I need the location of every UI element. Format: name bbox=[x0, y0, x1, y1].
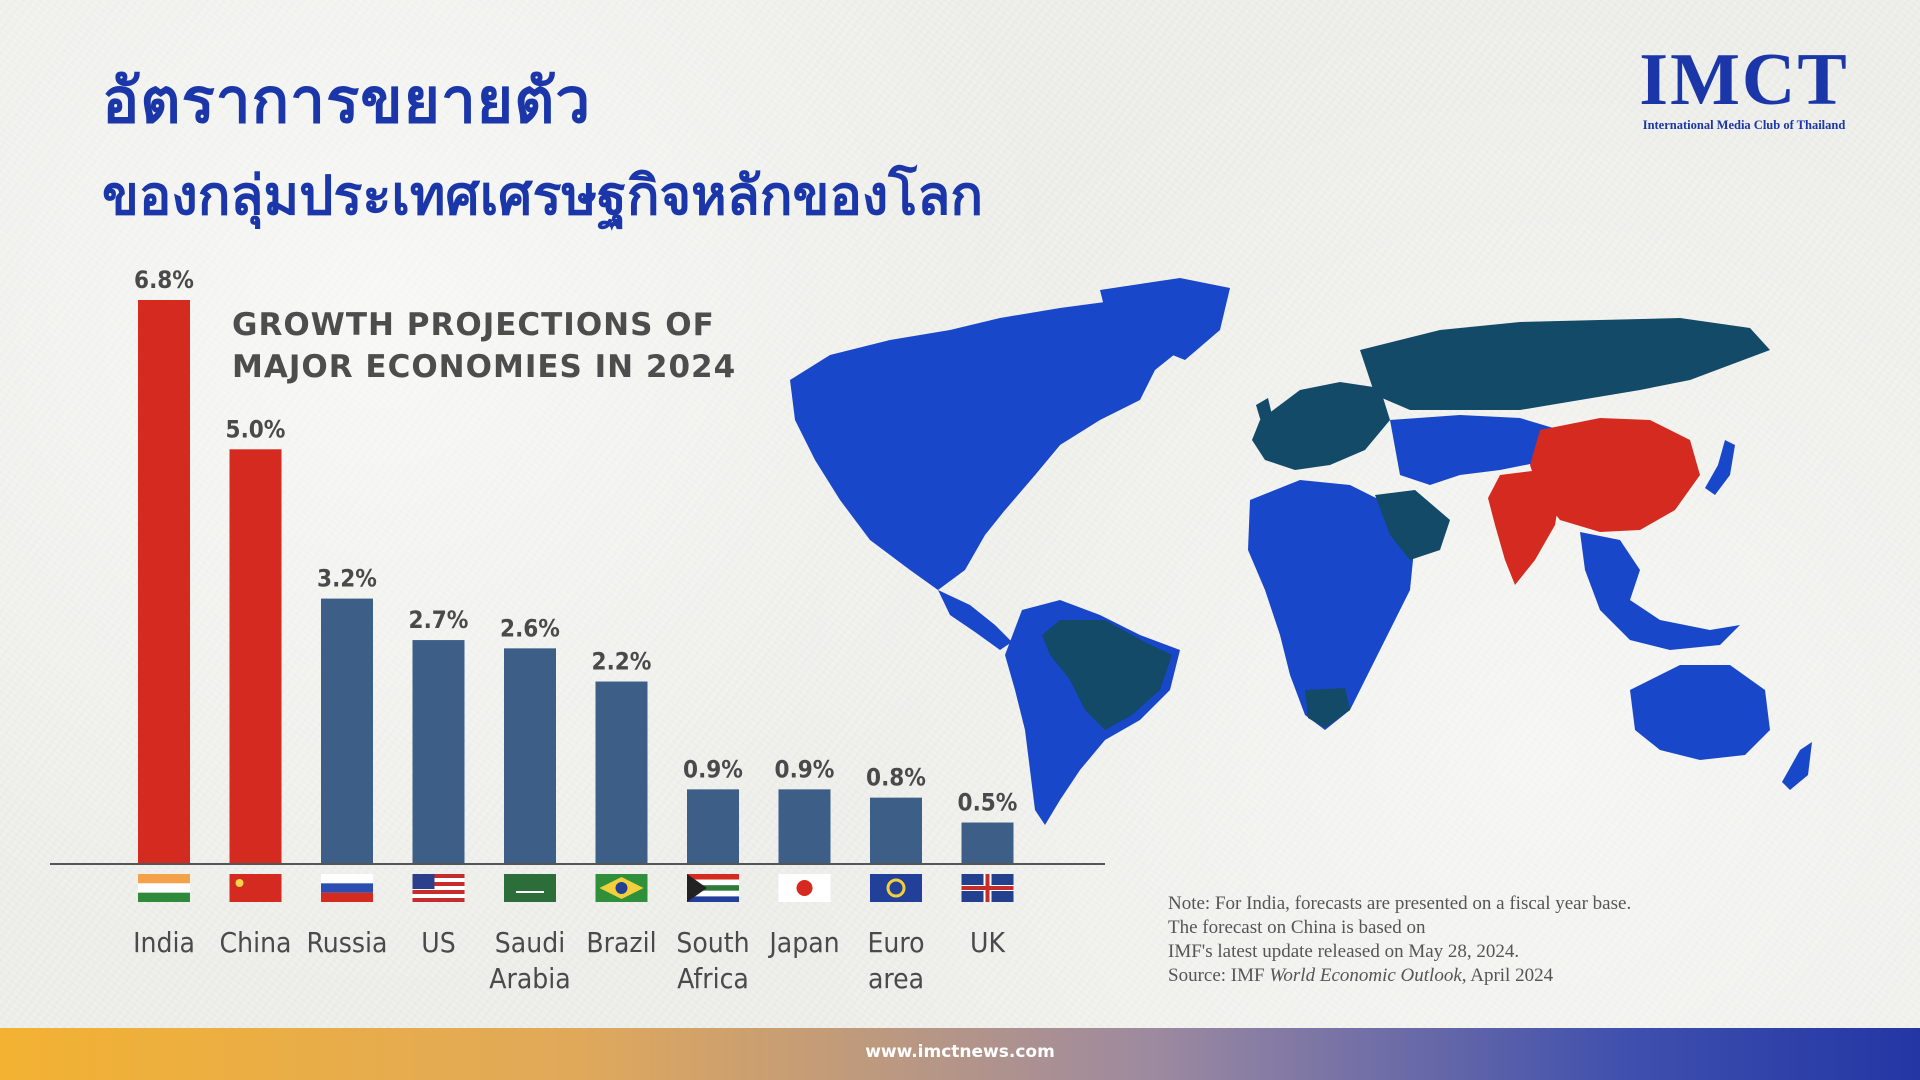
note-line-4: Source: IMF World Economic Outlook, Apri… bbox=[1168, 964, 1631, 988]
map-africa bbox=[1248, 480, 1415, 730]
footer-url[interactable]: www.imctnews.com bbox=[865, 1042, 1055, 1062]
logo-wordmark: IMCT bbox=[1639, 39, 1849, 121]
map-uk bbox=[1256, 398, 1272, 425]
note-line-3: IMF's latest update released on May 28, … bbox=[1168, 941, 1520, 962]
value-label: 3.2% bbox=[317, 565, 377, 593]
map-central-america bbox=[938, 590, 1012, 650]
value-label: 0.9% bbox=[683, 755, 743, 783]
category-label: Africa bbox=[677, 962, 749, 995]
bar-saudi-arabia bbox=[504, 648, 556, 864]
value-label: 0.8% bbox=[866, 764, 926, 792]
map-europe bbox=[1252, 382, 1390, 470]
note-source-suffix: , April 2024 bbox=[1461, 965, 1554, 986]
south-africa-flag-icon bbox=[687, 874, 739, 902]
india-flag-icon bbox=[138, 874, 190, 902]
note-line-2: The forecast on China is based on bbox=[1168, 917, 1426, 938]
category-label: India bbox=[133, 926, 195, 959]
category-label: Euro bbox=[867, 926, 924, 959]
map-new-zealand bbox=[1782, 742, 1812, 790]
russia-flag-icon bbox=[321, 874, 373, 902]
value-label: 6.8% bbox=[134, 266, 194, 294]
world-map bbox=[790, 278, 1812, 825]
map-australia bbox=[1630, 665, 1770, 760]
map-saudi-arabia bbox=[1375, 490, 1450, 560]
bar-south-africa bbox=[687, 789, 739, 864]
imct-logo: IMCT International Media Club of Thailan… bbox=[1624, 40, 1864, 140]
bar-russia bbox=[321, 598, 373, 864]
value-label: 5.0% bbox=[226, 415, 286, 443]
map-japan bbox=[1705, 440, 1735, 495]
map-us bbox=[860, 420, 1060, 525]
map-russia bbox=[1360, 318, 1770, 410]
category-label: Arabia bbox=[489, 962, 570, 995]
map-india bbox=[1488, 470, 1560, 585]
category-label: China bbox=[220, 926, 292, 959]
value-label: 0.5% bbox=[958, 789, 1018, 817]
note-line-1: Note: For India, forecasts are presented… bbox=[1168, 893, 1632, 914]
brazil-flag-icon bbox=[595, 874, 648, 902]
bar-china bbox=[229, 449, 282, 864]
map-central-asia bbox=[1390, 415, 1560, 485]
bar-chart: 6.8% India 5.0% China 3.2% Russia 2.7% US 2.6% Sa… bbox=[50, 266, 1105, 995]
category-label: Russia bbox=[307, 926, 388, 959]
category-label: South bbox=[676, 926, 749, 959]
chart-note: Note: For India, forecasts are presented… bbox=[1168, 892, 1631, 988]
value-label: 2.2% bbox=[592, 648, 652, 676]
category-label: Japan bbox=[767, 926, 839, 959]
logo-subtitle: International Media Club of Thailand bbox=[1642, 118, 1846, 132]
category-label: US bbox=[421, 926, 455, 959]
map-greenland bbox=[1100, 278, 1230, 360]
category-label: UK bbox=[970, 926, 1006, 959]
value-label: 2.7% bbox=[409, 606, 469, 634]
bar-euro-area bbox=[870, 797, 922, 864]
us-flag-icon bbox=[412, 874, 465, 902]
bar-india bbox=[138, 300, 190, 864]
bar-uk bbox=[961, 822, 1014, 864]
chart-title: GROWTH PROJECTIONS OF MAJOR ECONOMIES IN… bbox=[232, 304, 736, 388]
map-southeast-asia bbox=[1580, 532, 1740, 650]
china-flag-icon bbox=[229, 874, 282, 902]
value-label: 0.9% bbox=[775, 755, 835, 783]
bar-japan bbox=[778, 789, 831, 864]
map-brazil bbox=[1042, 620, 1172, 730]
bar-brazil bbox=[595, 681, 648, 864]
chart-title-line-1: GROWTH PROJECTIONS OF bbox=[232, 307, 715, 343]
category-label: Brazil bbox=[586, 926, 656, 959]
map-china bbox=[1530, 418, 1700, 532]
uk-flag-icon bbox=[961, 874, 1014, 902]
note-source-prefix: Source: IMF bbox=[1168, 965, 1270, 986]
page-title: อัตราการขยายตัว bbox=[102, 64, 592, 137]
page-subtitle: ของกลุ่มประเทศเศรษฐกิจหลักของโลก bbox=[102, 164, 984, 227]
chart-title-line-2: MAJOR ECONOMIES IN 2024 bbox=[232, 349, 737, 385]
category-label: area bbox=[868, 962, 924, 995]
value-label: 2.6% bbox=[500, 614, 560, 642]
bar-us bbox=[412, 640, 465, 864]
note-source-title: World Economic Outlook bbox=[1269, 965, 1462, 986]
euro-area-flag-icon bbox=[870, 874, 922, 902]
japan-flag-icon bbox=[778, 874, 831, 902]
saudi-arabia-flag-icon bbox=[504, 874, 556, 902]
footer-bar: www.imctnews.com bbox=[0, 1028, 1920, 1080]
map-south-africa bbox=[1305, 688, 1350, 728]
category-label: Saudi bbox=[495, 926, 565, 959]
